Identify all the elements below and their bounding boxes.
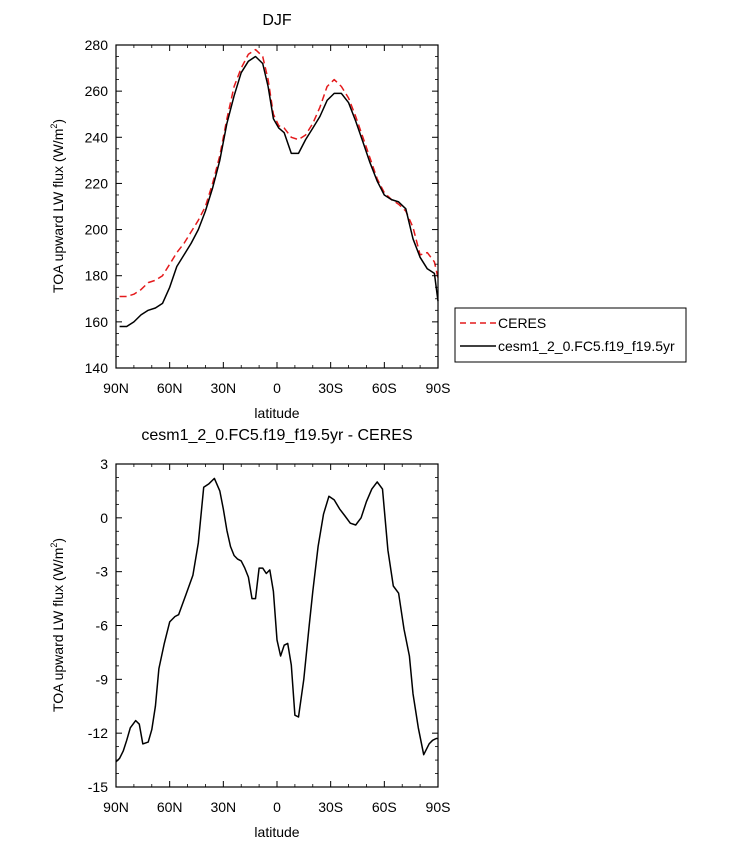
top-panel: DJF 140 160 180 200 220 240 260 280 90N 60N 30N 0 3… [49,12,450,421]
top-y-tick-label: 200 [85,222,109,238]
bottom-plot-frame [115,463,439,788]
bottom-y-tick-label: -15 [88,779,108,795]
top-y-tick-label: 220 [85,175,109,191]
bottom-x-tick-label: 90S [426,799,451,815]
top-x-axis-label: latitude [254,405,299,421]
bottom-x-tick-label: 60N [157,799,183,815]
top-plot-frame [115,44,439,369]
bottom-y-axis-label: TOA upward LW flux (W/m2) [49,538,66,712]
top-x-tick-label: 60N [157,380,183,396]
top-y-tick-label: 160 [85,314,109,330]
top-x-axis: 90N 60N 30N 0 30S 60S 90S [103,45,450,396]
top-series-line-ceres [119,48,439,298]
bottom-x-axis: 90N 60N 30N 0 30S 60S 90S [103,464,450,815]
bottom-y-tick-label: 0 [100,510,108,526]
top-series-line-cesm1-2-0-fc5-f19-f19-5yr [119,55,439,328]
bottom-x-tick-label: 60S [372,799,397,815]
bottom-y-tick-label: -12 [88,725,108,741]
top-y-axis: 140 160 180 200 220 240 260 280 [85,37,438,376]
top-plot-area [119,48,439,328]
bottom-series-line-series-0 [115,477,438,763]
top-y-axis-label: TOA upward LW flux (W/m2) [49,119,66,293]
bottom-y-tick-label: 3 [100,456,108,472]
bottom-y-tick-label: -3 [96,564,109,580]
bottom-panel: cesm1_2_0.FC5.f19_f19.5yr - CERES -15 -12… [49,427,450,840]
top-y-tick-label: 140 [85,360,109,376]
bottom-x-tick-label: 30S [318,799,343,815]
bottom-y-axis: -15 -12 -9 -6 -3 0 3 [88,456,438,795]
bottom-plot-area [115,477,438,763]
legend: CERES cesm1_2_0.FC5.f19_f19.5yr [454,307,687,363]
top-y-tick-label: 280 [85,37,109,53]
top-y-tick-label: 260 [85,83,109,99]
legend-box [454,307,687,363]
legend-label-ceres: CERES [498,315,546,331]
bottom-y-tick-label: -6 [96,618,109,634]
bottom-x-tick-label: 90N [103,799,129,815]
top-y-tick-label: 240 [85,129,109,145]
bottom-chart-title: cesm1_2_0.FC5.f19_f19.5yr - CERES [141,427,412,444]
top-x-tick-label: 90S [426,380,451,396]
top-x-tick-label: 30N [210,380,236,396]
top-x-tick-label: 60S [372,380,397,396]
bottom-x-tick-label: 30N [210,799,236,815]
top-y-tick-label: 180 [85,268,109,284]
top-chart-title: DJF [262,12,292,29]
top-x-tick-label: 30S [318,380,343,396]
bottom-y-tick-label: -9 [96,671,109,687]
top-x-tick-label: 90N [103,380,129,396]
legend-label-cesm: cesm1_2_0.FC5.f19_f19.5yr [498,338,675,354]
bottom-x-tick-label: 0 [273,799,281,815]
top-x-tick-label: 0 [273,380,281,396]
bottom-x-axis-label: latitude [254,824,299,840]
